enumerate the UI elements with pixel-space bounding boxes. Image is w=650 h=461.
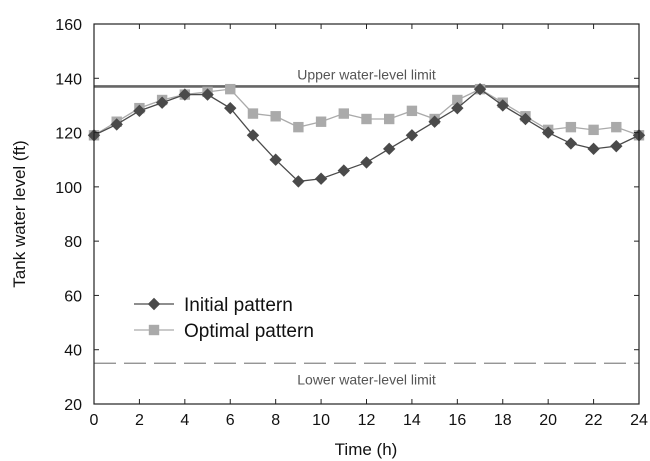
- x-tick-label: 16: [448, 412, 466, 429]
- series-layer: [87, 82, 646, 188]
- optimal-point: [270, 111, 281, 122]
- initial-point: [246, 129, 260, 142]
- y-tick-label: 160: [55, 17, 82, 34]
- initial-point: [383, 142, 396, 156]
- initial-point: [519, 112, 532, 126]
- optimal-point: [384, 113, 395, 125]
- initial-point: [201, 88, 214, 101]
- initial-point: [496, 99, 509, 112]
- optimal-point: [452, 94, 463, 106]
- y-tick-label: 20: [64, 397, 82, 414]
- optimal-point: [247, 108, 259, 119]
- reference-lines: Upper water-level limit Lower water-level…: [94, 66, 639, 387]
- x-tick-label: 14: [403, 412, 421, 429]
- legend-label: Optimal pattern: [184, 321, 314, 342]
- x-axis-title: Time (h): [335, 440, 398, 459]
- y-tick-label: 40: [64, 343, 82, 360]
- upper-limit-label: Upper water-level limit: [297, 66, 436, 82]
- x-tick-label: 18: [494, 412, 512, 429]
- y-tick-label: 60: [64, 288, 82, 305]
- legend-label: Initial pattern: [184, 295, 293, 316]
- y-tick-label: 140: [55, 71, 82, 88]
- initial-point: [155, 96, 169, 109]
- initial-point: [451, 101, 464, 115]
- y-tick-label: 100: [55, 180, 82, 197]
- initial-point: [473, 82, 487, 96]
- y-tick-label: 80: [64, 234, 82, 251]
- initial-point: [314, 172, 328, 185]
- initial-point: [178, 88, 192, 101]
- initial-point: [110, 118, 123, 131]
- legend-marker: [148, 324, 160, 336]
- initial-point: [610, 139, 623, 153]
- optimal-point: [565, 121, 577, 133]
- optimal-point: [406, 105, 418, 117]
- initial-point: [292, 175, 305, 188]
- optimal-point: [225, 83, 236, 95]
- initial-point: [405, 129, 419, 142]
- lower-limit-label: Lower water-level limit: [297, 371, 436, 387]
- x-tick-label: 22: [585, 412, 603, 429]
- optimal-point: [293, 121, 304, 133]
- legend-marker: [147, 297, 161, 311]
- optimal-point: [588, 124, 599, 136]
- optimal-point: [315, 116, 327, 127]
- x-tick-label: 20: [539, 412, 557, 429]
- initial-point: [428, 115, 441, 128]
- x-tick-label: 10: [312, 412, 330, 429]
- x-tick-label: 2: [135, 412, 144, 429]
- series-line: [93, 88, 640, 136]
- optimal-point: [361, 113, 372, 125]
- initial-point: [541, 126, 555, 139]
- x-tick-label: 8: [271, 412, 280, 429]
- initial-point: [224, 101, 237, 115]
- axis-ticks: 0 2 4 6 8 10 12 14 16 18 20 22 242040608010012014016…: [55, 17, 648, 429]
- legend: Initial pattern Optimal pattern: [134, 295, 314, 342]
- x-tick-label: 12: [358, 412, 376, 429]
- y-axis-title: Tank water level (ft): [10, 140, 29, 287]
- initial-point: [564, 137, 578, 150]
- x-tick-label: 0: [90, 412, 99, 429]
- optimal-point: [338, 108, 349, 119]
- initial-point: [360, 156, 373, 169]
- series-initial-pattern: [87, 82, 646, 188]
- x-tick-label: 6: [226, 412, 235, 429]
- initial-point: [269, 153, 282, 166]
- initial-point: [587, 142, 600, 156]
- initial-point: [133, 104, 146, 118]
- x-tick-label: 4: [180, 412, 189, 429]
- x-tick-label: 24: [630, 412, 648, 429]
- series-optimal-pattern: [88, 83, 645, 141]
- y-tick-label: 120: [55, 126, 82, 143]
- initial-point: [337, 164, 350, 177]
- optimal-point: [611, 121, 622, 133]
